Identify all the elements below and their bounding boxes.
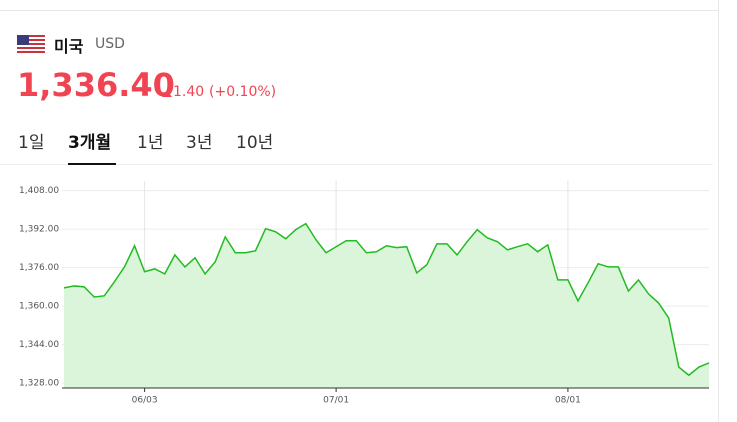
tab[interactable]: 1일 bbox=[18, 133, 45, 153]
right-border bbox=[718, 0, 719, 422]
line bbox=[63, 222, 710, 377]
y-tick-label: 1,408.00 bbox=[19, 186, 59, 196]
x-tick-label: 07/01 bbox=[323, 396, 349, 406]
up-triangle bbox=[162, 90, 172, 97]
change: 1.40 bbox=[173, 84, 205, 100]
country: 미국 bbox=[54, 37, 84, 56]
y-tick-label: 1,360.00 bbox=[19, 302, 59, 312]
tab[interactable]: 3개월 bbox=[68, 133, 112, 153]
tab-divider bbox=[0, 164, 713, 165]
top-border bbox=[0, 10, 718, 11]
y-tick-label: 1,328.00 bbox=[19, 379, 59, 389]
tab[interactable]: 3년 bbox=[186, 133, 213, 153]
currency-code: USD bbox=[95, 36, 125, 52]
tab-underline bbox=[68, 163, 116, 165]
change-percent: (+0.10%) bbox=[209, 84, 277, 100]
y-tick-label: 1,392.00 bbox=[19, 225, 59, 235]
flag bbox=[17, 35, 45, 53]
area bbox=[64, 223, 709, 388]
x-tick-label: 06/03 bbox=[132, 396, 158, 406]
tab[interactable]: 1년 bbox=[137, 133, 164, 153]
chart: 1,328.00 1,344.00 1,360.00 1,376.00 1,392.00… bbox=[19, 181, 710, 406]
x-tick-label: 08/01 bbox=[555, 396, 581, 406]
tab[interactable]: 10년 bbox=[236, 133, 274, 153]
y-tick-label: 1,376.00 bbox=[19, 263, 59, 273]
price: 1,336.40 bbox=[17, 66, 175, 104]
y-tick-label: 1,344.00 bbox=[19, 340, 59, 350]
